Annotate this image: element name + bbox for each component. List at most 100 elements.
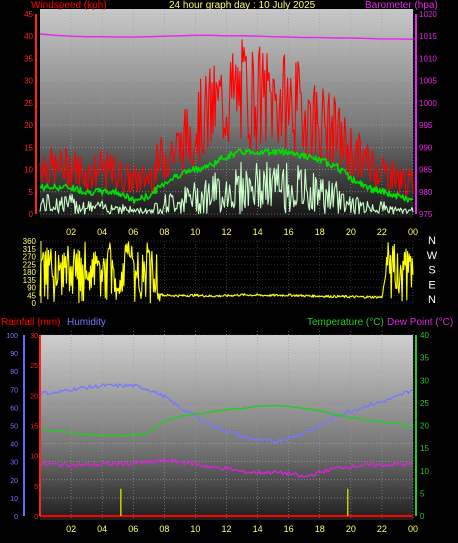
humidity-tick-label: 90	[10, 351, 18, 358]
temperature-axis-label: Temperature (°C)	[307, 317, 384, 328]
compass-label: W	[427, 250, 438, 262]
rain-tick-label: 0	[34, 514, 38, 521]
wind-tick-label: 20	[24, 121, 33, 130]
wind-min-series	[39, 161, 414, 215]
humidity-tick-label: 100	[6, 333, 18, 340]
plot-area	[39, 33, 414, 517]
compass-label: S	[428, 265, 435, 277]
baro-tick-label: 990	[419, 143, 433, 152]
dewpoint-axis-label: Dew Point (°C)	[387, 317, 453, 328]
x-tick-label: 14	[253, 227, 263, 237]
rain-tick-label: 25	[30, 363, 38, 370]
wind-tick-label: 0	[29, 210, 34, 219]
wind-tick-label: 35	[24, 54, 33, 63]
temperature-tick-label: 10	[420, 467, 429, 476]
humidity-tick-label: 20	[10, 478, 18, 485]
humidity-tick-label: 40	[10, 442, 18, 449]
x-tick-label: 12	[221, 524, 231, 534]
x-tick-label: 16	[284, 227, 294, 237]
rain-tick-label: 10	[30, 454, 38, 461]
chart-title: 24 hour graph day : 10 July 2025	[169, 0, 316, 11]
x-tick-label: 22	[377, 524, 387, 534]
humidity-tick-label: 10	[10, 496, 18, 503]
humidity-tick-label: 0	[14, 514, 18, 521]
compass-label: N	[428, 235, 436, 247]
humidity-tick-label: 60	[10, 405, 18, 412]
x-tick-label: 18	[315, 524, 325, 534]
x-tick-label: 10	[190, 227, 200, 237]
rain-tick-label: 5	[34, 484, 38, 491]
humidity-tick-label: 50	[10, 424, 18, 431]
wind-direction-series	[39, 241, 414, 304]
rain-tick-label: 30	[30, 333, 38, 340]
direction-tick-label: 45	[27, 291, 36, 300]
wind-average-series	[39, 147, 414, 204]
direction-tick-label: 270	[23, 253, 37, 262]
wind-tick-label: 5	[29, 188, 34, 197]
humidity-tick-label: 30	[10, 460, 18, 467]
temperature-tick-label: 35	[420, 354, 429, 363]
wind-gust-series	[39, 39, 414, 197]
baro-tick-label: 1010	[419, 54, 437, 63]
compass-label: N	[428, 294, 436, 306]
x-tick-label: 00	[408, 524, 418, 534]
axes: 0202040406060808101012121414161618182020…	[6, 10, 437, 534]
direction-tick-label: 135	[23, 276, 37, 285]
x-tick-label: 10	[190, 524, 200, 534]
x-tick-label: 12	[221, 227, 231, 237]
wind-tick-label: 45	[24, 10, 33, 19]
dewpoint-series	[39, 458, 414, 478]
temperature-tick-label: 20	[420, 422, 429, 431]
x-tick-label: 02	[66, 227, 76, 237]
wind-tick-label: 40	[24, 32, 33, 41]
direction-tick-label: 360	[23, 237, 37, 246]
x-tick-label: 04	[97, 227, 107, 237]
humidity-series	[39, 383, 414, 444]
temperature-tick-label: 25	[420, 399, 429, 408]
temperature-tick-label: 30	[420, 376, 429, 385]
rain-tick-label: 20	[30, 393, 38, 400]
temperature-tick-label: 0	[420, 512, 425, 521]
x-tick-label: 16	[284, 524, 294, 534]
baro-axis-label: Barometer (hpa)	[365, 0, 438, 11]
baro-tick-label: 1000	[419, 99, 437, 108]
wind-tick-label: 30	[24, 77, 33, 86]
humidity-axis-label: Humidity	[67, 317, 106, 328]
baro-tick-label: 1005	[419, 77, 437, 86]
wind-axis-label: Windspeed (kph)	[31, 0, 107, 11]
wind-tick-label: 10	[24, 166, 33, 175]
temperature-tick-label: 5	[420, 489, 425, 498]
rain-tick-label: 15	[30, 424, 38, 431]
x-tick-label: 06	[128, 524, 138, 534]
baro-tick-label: 975	[419, 210, 433, 219]
baro-tick-label: 1020	[419, 10, 437, 19]
direction-tick-label: 90	[27, 284, 36, 293]
barometer-series	[39, 33, 414, 40]
x-tick-label: 08	[159, 227, 169, 237]
direction-tick-label: 0	[32, 299, 37, 308]
x-tick-label: 04	[97, 524, 107, 534]
humidity-tick-label: 80	[10, 369, 18, 376]
temperature-tick-label: 15	[420, 444, 429, 453]
temperature-series	[39, 404, 414, 437]
compass-label: E	[428, 279, 435, 291]
x-tick-label: 22	[377, 227, 387, 237]
x-tick-label: 14	[253, 524, 263, 534]
rain-axis-label: Rainfall (mm)	[1, 317, 60, 328]
baro-tick-label: 985	[419, 166, 433, 175]
direction-tick-label: 315	[23, 245, 37, 254]
x-tick-label: 20	[346, 227, 356, 237]
x-tick-label: 20	[346, 524, 356, 534]
x-tick-label: 08	[159, 524, 169, 534]
direction-tick-label: 180	[23, 268, 37, 277]
baro-tick-label: 1015	[419, 32, 437, 41]
wind-tick-label: 15	[24, 143, 33, 152]
x-tick-label: 02	[66, 524, 76, 534]
temperature-tick-label: 40	[420, 331, 429, 340]
x-tick-label: 18	[315, 227, 325, 237]
humidity-tick-label: 70	[10, 387, 18, 394]
baro-tick-label: 980	[419, 188, 433, 197]
direction-tick-label: 225	[23, 260, 37, 269]
x-tick-label: 00	[408, 227, 418, 237]
